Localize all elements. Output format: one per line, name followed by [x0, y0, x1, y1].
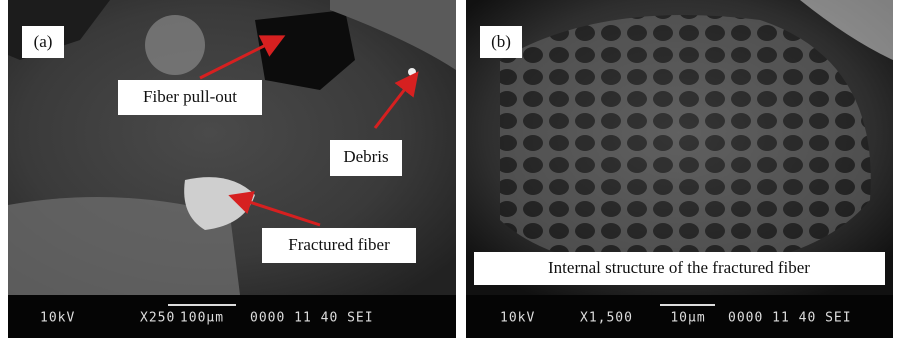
debris — [408, 68, 416, 76]
panel-a: (a) Fiber pull-out Debris Fractured fibe… — [8, 0, 456, 338]
figure: (a) Fiber pull-out Debris Fractured fibe… — [0, 0, 901, 338]
panel-label: (b) — [491, 32, 511, 51]
panel-b: (b) Internal structure of the fractured … — [466, 0, 893, 338]
magnification: X1,500 — [580, 311, 633, 326]
scale: 10µm — [670, 311, 705, 326]
page: (a) Fiber pull-out Debris Fractured fibe… — [0, 0, 901, 338]
code: 0000 11 40 SEI — [250, 311, 374, 326]
fiber-bundle — [145, 15, 205, 75]
annotation: Internal structure of the fractured fibe… — [548, 258, 810, 277]
annotation: Fiber pull-out — [143, 87, 237, 106]
porous-structure — [500, 15, 871, 270]
voltage: 10kV — [40, 311, 75, 326]
scale: 100µm — [180, 311, 224, 326]
annotation: Debris — [343, 147, 388, 166]
magnification: X250 — [140, 311, 175, 326]
code: 0000 11 40 SEI — [728, 311, 852, 326]
voltage: 10kV — [500, 311, 535, 326]
annotation: Fractured fiber — [288, 235, 390, 254]
panel-label: (a) — [34, 32, 53, 51]
